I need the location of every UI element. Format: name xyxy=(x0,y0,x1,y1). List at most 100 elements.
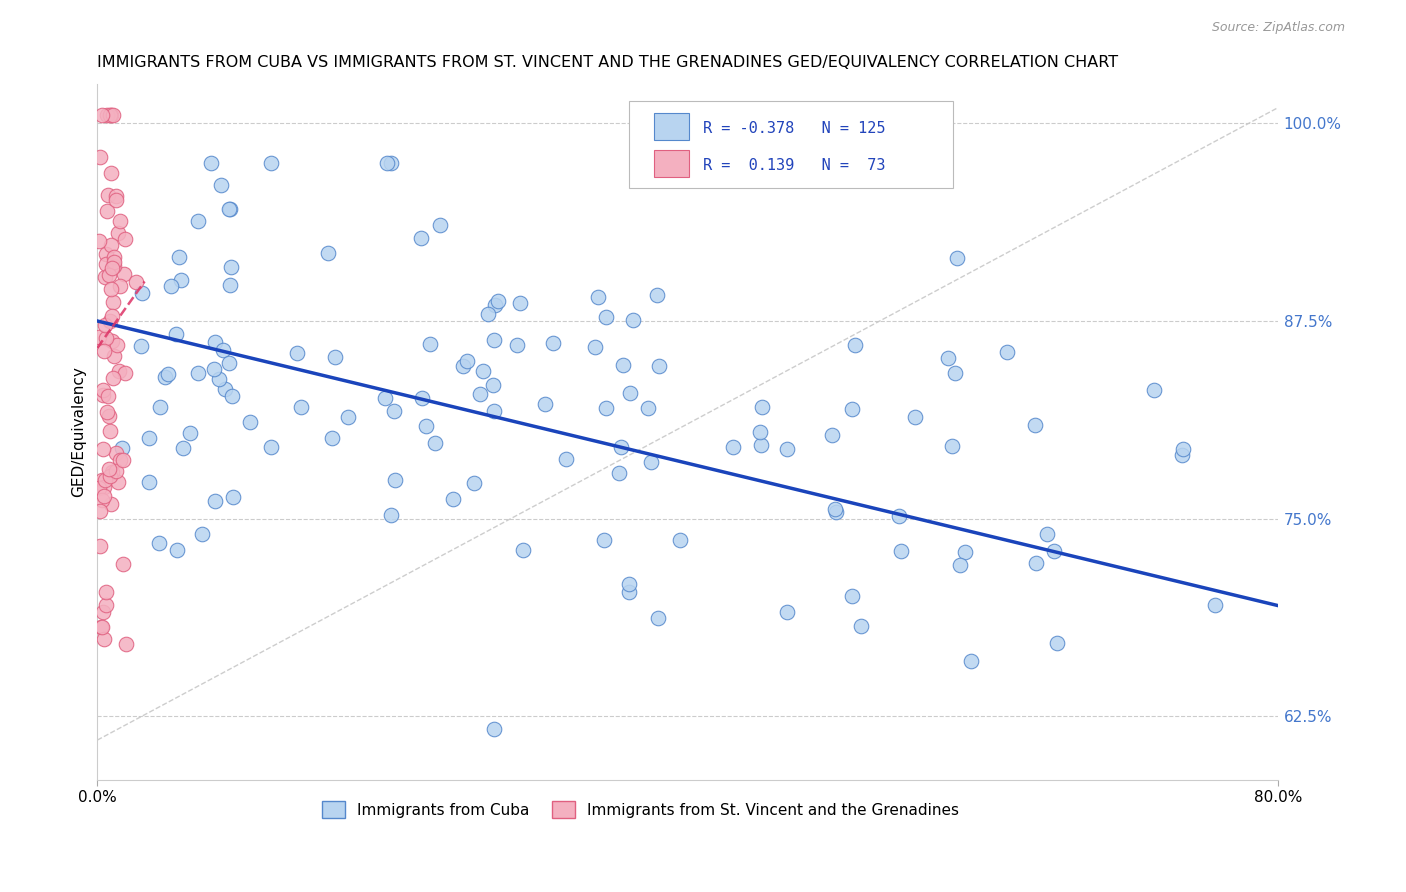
Point xyxy=(583,340,606,354)
Legend: Immigrants from Cuba, Immigrants from St. Vincent and the Grenadines: Immigrants from Cuba, Immigrants from St… xyxy=(316,796,966,824)
Point xyxy=(482,404,505,418)
Point xyxy=(612,358,634,372)
Point xyxy=(166,543,188,558)
Point xyxy=(1046,636,1069,650)
Point xyxy=(645,288,668,302)
Point xyxy=(619,385,641,400)
Point xyxy=(593,533,616,547)
Point xyxy=(93,383,115,397)
Point xyxy=(93,344,115,359)
Point xyxy=(321,431,343,445)
Point xyxy=(97,188,120,202)
Point xyxy=(775,442,797,456)
Point xyxy=(323,350,346,364)
Point xyxy=(204,493,226,508)
Point xyxy=(471,364,494,378)
Point xyxy=(890,543,912,558)
Point xyxy=(825,504,848,518)
Point xyxy=(484,298,506,312)
Point xyxy=(87,330,110,344)
Point xyxy=(749,425,772,439)
Point xyxy=(100,237,122,252)
Point xyxy=(936,351,959,365)
Point xyxy=(209,178,232,193)
Point xyxy=(100,108,122,122)
Point xyxy=(374,391,396,405)
Point xyxy=(98,108,121,122)
Point xyxy=(91,108,114,122)
Point xyxy=(260,440,283,454)
Point xyxy=(105,445,128,459)
Point xyxy=(955,545,977,559)
Point xyxy=(87,481,110,495)
Point xyxy=(96,257,118,271)
Point xyxy=(100,334,122,348)
Point xyxy=(239,415,262,429)
Point xyxy=(169,250,191,264)
Point xyxy=(93,489,115,503)
Point xyxy=(91,442,114,456)
Point xyxy=(204,334,226,349)
Point xyxy=(941,439,963,453)
Point xyxy=(1204,598,1226,612)
Point xyxy=(160,279,183,293)
Point xyxy=(94,598,117,612)
Point xyxy=(411,391,433,405)
Point xyxy=(93,480,115,494)
Point xyxy=(91,388,114,402)
Point xyxy=(115,637,138,651)
Point xyxy=(441,491,464,506)
Point xyxy=(93,632,115,647)
Point xyxy=(103,259,125,273)
Point xyxy=(949,558,972,572)
Point xyxy=(380,508,402,522)
Point xyxy=(105,337,128,351)
Point xyxy=(103,108,125,122)
Point xyxy=(200,156,222,170)
Point xyxy=(100,282,122,296)
Point xyxy=(647,611,669,625)
Point xyxy=(419,337,441,351)
Point xyxy=(97,389,120,403)
Point xyxy=(103,349,125,363)
Point xyxy=(995,345,1018,359)
Point xyxy=(1024,417,1046,432)
Point xyxy=(821,427,844,442)
Point xyxy=(101,295,124,310)
Point xyxy=(482,377,505,392)
Point xyxy=(749,438,772,452)
Point xyxy=(219,260,242,274)
Point xyxy=(105,193,128,207)
Point xyxy=(621,313,644,327)
Point xyxy=(1042,544,1064,558)
Point xyxy=(96,404,118,418)
Point xyxy=(165,326,187,341)
Point xyxy=(104,188,127,202)
Point xyxy=(554,452,576,467)
Point xyxy=(541,336,564,351)
Point xyxy=(260,156,283,170)
Point xyxy=(486,293,509,308)
Point xyxy=(94,270,117,285)
Point xyxy=(222,490,245,504)
Point xyxy=(904,410,927,425)
Point xyxy=(89,503,111,517)
Point xyxy=(96,108,118,122)
Point xyxy=(94,318,117,332)
Point xyxy=(138,475,160,489)
Point xyxy=(380,156,402,170)
Point xyxy=(1171,442,1194,457)
Text: R =  0.139   N =  73: R = 0.139 N = 73 xyxy=(703,158,886,173)
Point xyxy=(290,401,312,415)
Point xyxy=(221,389,243,403)
Point xyxy=(218,202,240,217)
Point xyxy=(214,382,236,396)
Point xyxy=(202,361,225,376)
Point xyxy=(187,214,209,228)
Point xyxy=(100,166,122,180)
Point xyxy=(1036,527,1059,541)
Point xyxy=(101,309,124,323)
Point xyxy=(285,346,308,360)
Point xyxy=(96,247,118,261)
Point xyxy=(451,359,474,373)
